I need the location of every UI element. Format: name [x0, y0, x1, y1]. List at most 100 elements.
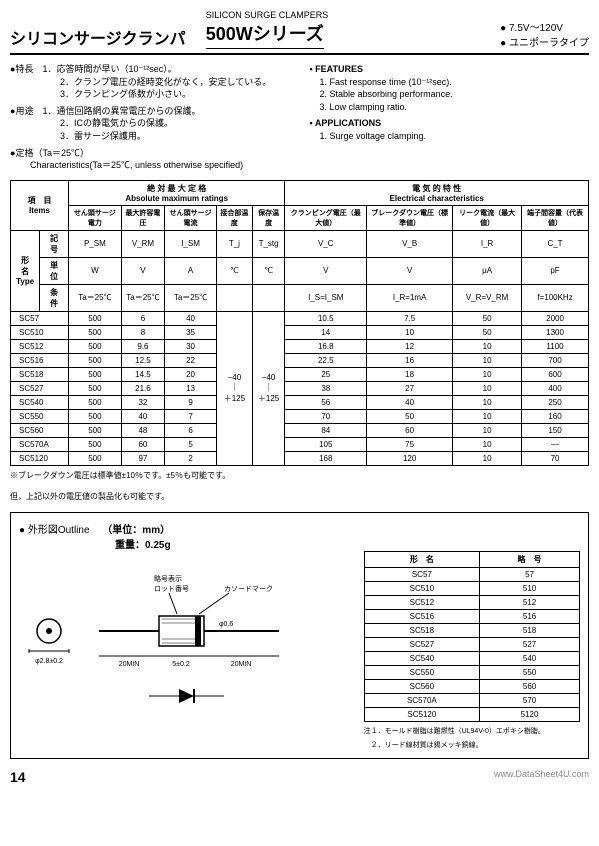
code-code-cell: 540	[480, 651, 580, 665]
data-cell: 9	[165, 395, 217, 409]
code-row: SC570A570	[364, 693, 579, 707]
lead-len-2: 20MIN	[231, 661, 252, 668]
data-cell: 168	[285, 451, 367, 465]
code-row: SC540540	[364, 651, 579, 665]
code-code-cell: 516	[480, 609, 580, 623]
code-code-cell: 57	[480, 567, 580, 581]
watermark: www.DataSheet4U.com	[494, 769, 589, 785]
data-cell: 400	[522, 381, 589, 395]
code-th-code: 略 号	[480, 551, 580, 567]
data-cell: 10	[453, 339, 522, 353]
code-row: SC51205120	[364, 707, 579, 721]
code-code-cell: 560	[480, 679, 580, 693]
code-row: SC510510	[364, 581, 579, 595]
data-cell: 1300	[522, 325, 589, 339]
outline-table-wrap: 形 名 略 号 SC5757SC510510SC512512SC516516SC…	[364, 551, 580, 750]
data-cell: 22	[165, 353, 217, 367]
feature-3: 3. Low clamping ratio.	[310, 101, 590, 114]
type-cell: SC527	[11, 381, 69, 395]
data-cell: 500	[68, 409, 121, 423]
items-header: 項 目 Items	[11, 180, 69, 230]
unit-v1: V	[121, 257, 164, 284]
data-cell: 50	[453, 325, 522, 339]
voltage-range: 7.5V～120V	[500, 19, 589, 34]
abs-header: 絶 対 最 大 定 格 Absolute maximum ratings	[68, 180, 285, 205]
type-cell: SC516	[11, 353, 69, 367]
tokucho-item-2: 2．クランプ電圧の経時変化がなく，安定している。	[10, 76, 290, 89]
data-cell: 600	[522, 367, 589, 381]
data-cell: 10	[453, 423, 522, 437]
data-cell: 25	[285, 367, 367, 381]
outline-weight: 重量：0.25g	[115, 540, 171, 551]
data-cell: 7	[165, 409, 217, 423]
data-cell: 12.5	[121, 353, 164, 367]
outline-section: 外形図Outline （単位：mm） 重量：0.25g φ2.8±0.2	[10, 512, 589, 759]
data-cell: 18	[367, 367, 453, 381]
data-cell: 10	[453, 353, 522, 367]
sym-vrm: V_RM	[121, 230, 164, 257]
sym-psm: P_SM	[68, 230, 121, 257]
data-cell: 500	[68, 451, 121, 465]
table-row: SC560500486846010150	[11, 423, 589, 437]
unit-ua: μA	[453, 257, 522, 284]
type-cell: SC510	[11, 325, 69, 339]
type-label: ユニポーラタイプ	[500, 34, 589, 49]
cond-ct: f=100KHz	[522, 284, 589, 311]
characteristics-table: 項 目 Items 絶 対 最 大 定 格 Absolute maximum r…	[10, 180, 589, 466]
tokucho-item-3: 3．クランピング係数が小さい。	[10, 88, 290, 101]
data-cell: 40	[121, 409, 164, 423]
outline-unit: （単位：mm）	[102, 525, 170, 536]
code-type-cell: SC518	[364, 623, 480, 637]
data-cell: 105	[285, 437, 367, 451]
data-cell: 10	[453, 367, 522, 381]
lead-len-1: 20MIN	[119, 661, 140, 668]
data-cell: 40	[367, 395, 453, 409]
data-cell: 97	[121, 451, 164, 465]
features-title: FEATURES	[310, 63, 590, 76]
data-cell: 8	[121, 325, 164, 339]
code-code-cell: 510	[480, 581, 580, 595]
code-row: SC518518	[364, 623, 579, 637]
intro-section: 特長 1．応答時間が早い（10⁻¹²sec）。 2．クランプ電圧の経時変化がなく…	[10, 63, 589, 172]
code-row: SC516516	[364, 609, 579, 623]
unit-c1: ℃	[217, 257, 253, 284]
cond-tj	[217, 284, 253, 311]
teikaku-label: 定格	[10, 148, 33, 158]
subtitle-en: SILICON SURGE CLAMPERS	[206, 10, 500, 20]
tokucho-item-1: 1．応答時間が早い（10⁻¹²sec）。	[42, 64, 176, 74]
data-cell: 50	[453, 311, 522, 325]
table-row: SC51205009721681201070	[11, 451, 589, 465]
type-header: 形 名 Type	[11, 230, 40, 311]
cond-tstg	[252, 284, 285, 311]
data-cell: 500	[68, 395, 121, 409]
unit-v2: V	[285, 257, 367, 284]
data-cell: 32	[121, 395, 164, 409]
code-type-cell: SC550	[364, 665, 480, 679]
code-type-cell: SC5120	[364, 707, 480, 721]
col-header-jp: せん頭サージ電力	[68, 205, 121, 230]
code-code-cell: 5120	[480, 707, 580, 721]
header-middle: SILICON SURGE CLAMPERS 500Wシリーズ	[206, 10, 500, 49]
cathode-label: カソードマーク	[224, 585, 273, 593]
intro-jp: 特長 1．応答時間が早い（10⁻¹²sec）。 2．クランプ電圧の経時変化がなく…	[10, 63, 290, 172]
data-cell: 21.6	[121, 381, 164, 395]
data-cell: 10	[367, 325, 453, 339]
data-cell: 160	[522, 409, 589, 423]
data-cell: 75	[367, 437, 453, 451]
data-cell: 500	[68, 311, 121, 325]
type-cell: SC560	[11, 423, 69, 437]
table-row: SC570A5006051057510—	[11, 437, 589, 451]
data-cell: 10	[453, 381, 522, 395]
data-cell: 56	[285, 395, 367, 409]
code-code-cell: 512	[480, 595, 580, 609]
cond-ism: Ta＝25℃	[165, 284, 217, 311]
outline-header: 外形図Outline （単位：mm） 重量：0.25g	[19, 521, 580, 551]
teikaku-cond: （Ta＝25℃）	[33, 148, 89, 158]
col-header-jp: ブレークダウン電圧（標準値）	[367, 205, 453, 230]
data-cell: 22.5	[285, 353, 367, 367]
unit-a: A	[165, 257, 217, 284]
cond-vrm: Ta＝25℃	[121, 284, 164, 311]
type-cell: SC57	[11, 311, 69, 325]
apps-title: APPLICATIONS	[310, 117, 590, 130]
code-code-cell: 527	[480, 637, 580, 651]
